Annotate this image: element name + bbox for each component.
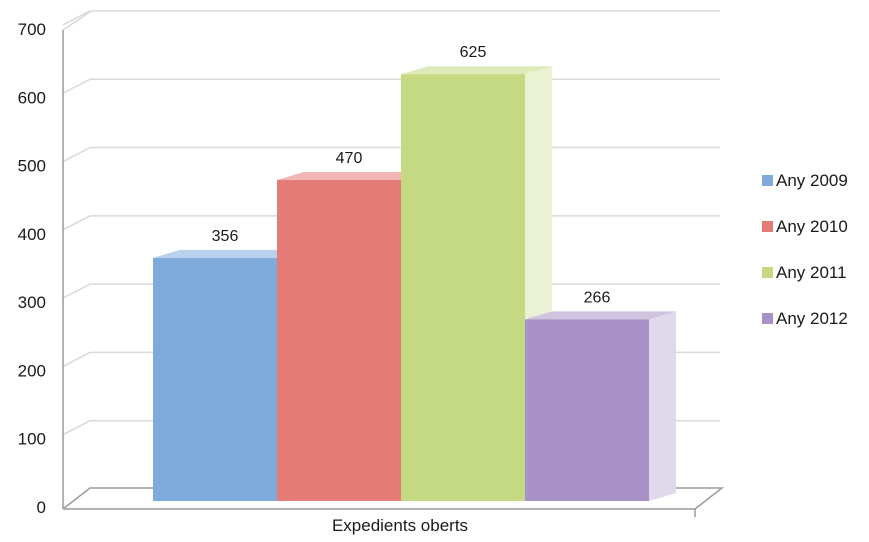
legend-swatch [762, 175, 773, 186]
bar-side-face [649, 311, 676, 501]
bar-front-face [401, 74, 525, 501]
legend-label: Any 2009 [776, 171, 848, 190]
data-labels: 356 470 625 266 [212, 44, 611, 306]
bars [153, 66, 676, 502]
data-label: 356 [212, 228, 239, 245]
data-label: 625 [460, 44, 487, 61]
legend-item: Any 2012 [762, 309, 848, 328]
legend-label: Any 2010 [776, 217, 848, 236]
bar-top-face [277, 172, 428, 181]
gridline-side [62, 351, 91, 368]
y-tick-label: 600 [18, 88, 46, 107]
gridline-side [62, 10, 91, 26]
bar-front-face [153, 257, 277, 501]
legend-label: Any 2012 [776, 309, 848, 328]
y-axis-top-edge [62, 11, 91, 31]
bar-front-face [277, 180, 401, 502]
bar-top-face [401, 66, 552, 75]
legend-swatch [762, 313, 773, 324]
y-tick-label: 200 [18, 361, 46, 380]
gridline-side [62, 146, 91, 163]
legend-item: Any 2011 [762, 263, 847, 282]
data-label: 470 [336, 150, 363, 167]
legend-label: Any 2011 [776, 263, 847, 282]
gridline-side [62, 215, 91, 231]
y-tick-label: 700 [18, 20, 46, 39]
gridline-side [62, 78, 91, 94]
y-tick-label: 0 [37, 498, 46, 517]
y-tick-labels: 0 100 200 300 400 500 600 700 [18, 20, 46, 517]
bar-front-face [525, 319, 649, 501]
legend-swatch [762, 221, 773, 232]
y-tick-label: 500 [18, 157, 46, 176]
gridline-side [62, 420, 91, 436]
bar-top-face [153, 249, 304, 258]
legend-swatch [762, 267, 773, 278]
y-tick-label: 100 [18, 430, 46, 449]
floor-outline [62, 487, 725, 510]
bar-any-2012 [525, 311, 676, 501]
legend-item: Any 2010 [762, 217, 848, 236]
legend: Any 2009 Any 2010 Any 2011 Any 2012 [762, 171, 848, 328]
x-axis-category-label: Expedients oberts [332, 516, 468, 535]
y-tick-label: 400 [18, 225, 46, 244]
bar-top-face [525, 311, 676, 320]
y-tick-label: 300 [18, 293, 46, 312]
legend-item: Any 2009 [762, 171, 848, 190]
gridline-side [62, 283, 91, 299]
data-label: 266 [584, 289, 611, 306]
axes [62, 11, 725, 517]
